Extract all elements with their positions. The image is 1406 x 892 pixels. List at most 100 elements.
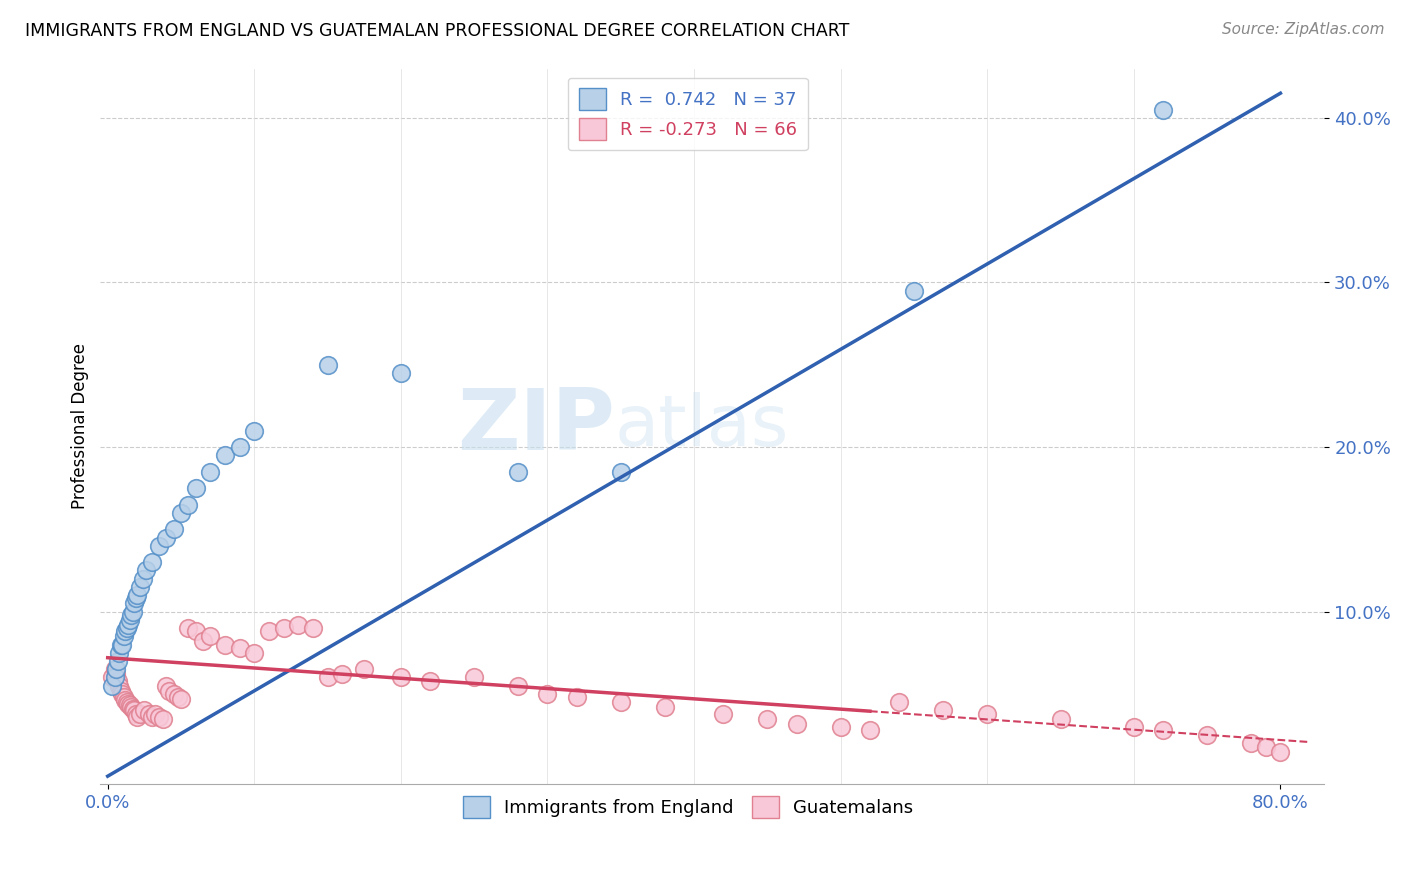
Point — [104, 662, 127, 676]
Point — [330, 667, 353, 681]
Point — [177, 498, 200, 512]
Point — [107, 673, 129, 688]
Point — [610, 695, 633, 709]
Point — [184, 624, 207, 639]
Point — [122, 703, 145, 717]
Y-axis label: Professional Degree: Professional Degree — [72, 343, 89, 509]
Point — [1270, 745, 1292, 759]
Point — [419, 673, 441, 688]
Point — [155, 531, 177, 545]
Point — [120, 700, 142, 714]
Point — [177, 621, 200, 635]
Point — [117, 617, 139, 632]
Point — [122, 596, 145, 610]
Point — [830, 720, 852, 734]
Point — [228, 440, 250, 454]
Point — [191, 634, 214, 648]
Point — [115, 695, 138, 709]
Point — [536, 687, 558, 701]
Point — [121, 605, 143, 619]
Point — [214, 638, 236, 652]
Point — [112, 629, 135, 643]
Text: atlas: atlas — [614, 392, 789, 461]
Point — [135, 564, 157, 578]
Point — [273, 621, 295, 635]
Text: ZIP: ZIP — [457, 385, 614, 468]
Point — [111, 638, 134, 652]
Point — [107, 654, 129, 668]
Point — [200, 629, 222, 643]
Point — [108, 679, 131, 693]
Point — [316, 358, 339, 372]
Point — [214, 448, 236, 462]
Point — [167, 690, 190, 705]
Point — [124, 591, 146, 606]
Point — [1240, 736, 1263, 750]
Point — [302, 621, 325, 635]
Point — [105, 667, 128, 681]
Point — [124, 706, 146, 721]
Point — [243, 424, 266, 438]
Point — [976, 706, 998, 721]
Text: Source: ZipAtlas.com: Source: ZipAtlas.com — [1222, 22, 1385, 37]
Point — [112, 690, 135, 705]
Point — [1152, 103, 1174, 117]
Point — [108, 646, 131, 660]
Point — [118, 698, 141, 713]
Point — [111, 687, 134, 701]
Point — [117, 697, 139, 711]
Point — [105, 662, 128, 676]
Point — [101, 670, 124, 684]
Point — [163, 522, 186, 536]
Point — [200, 465, 222, 479]
Point — [786, 716, 808, 731]
Point — [138, 706, 160, 721]
Point — [508, 465, 530, 479]
Point — [889, 695, 911, 709]
Point — [114, 624, 136, 639]
Point — [932, 703, 955, 717]
Point — [148, 539, 170, 553]
Point — [110, 638, 132, 652]
Point — [115, 621, 138, 635]
Point — [257, 624, 280, 639]
Point — [141, 555, 163, 569]
Point — [141, 710, 163, 724]
Point — [389, 366, 412, 380]
Point — [1152, 723, 1174, 738]
Point — [163, 687, 186, 701]
Point — [903, 284, 925, 298]
Point — [756, 712, 779, 726]
Point — [1254, 739, 1277, 754]
Point — [463, 670, 485, 684]
Point — [125, 710, 148, 724]
Point — [389, 670, 412, 684]
Point — [118, 613, 141, 627]
Point — [132, 572, 155, 586]
Point — [243, 646, 266, 660]
Point — [654, 700, 676, 714]
Point — [110, 683, 132, 698]
Point — [134, 703, 156, 717]
Point — [610, 465, 633, 479]
Point — [565, 690, 588, 705]
Point — [157, 683, 180, 698]
Point — [155, 679, 177, 693]
Point — [859, 723, 882, 738]
Point — [120, 607, 142, 622]
Point — [184, 481, 207, 495]
Point — [1197, 728, 1219, 742]
Point — [316, 670, 339, 684]
Point — [228, 640, 250, 655]
Point — [121, 702, 143, 716]
Legend: Immigrants from England, Guatemalans: Immigrants from England, Guatemalans — [456, 789, 921, 825]
Point — [1049, 712, 1071, 726]
Point — [125, 588, 148, 602]
Point — [101, 679, 124, 693]
Point — [353, 662, 375, 676]
Point — [129, 706, 152, 721]
Point — [287, 617, 309, 632]
Point — [143, 706, 166, 721]
Point — [170, 691, 193, 706]
Point — [129, 580, 152, 594]
